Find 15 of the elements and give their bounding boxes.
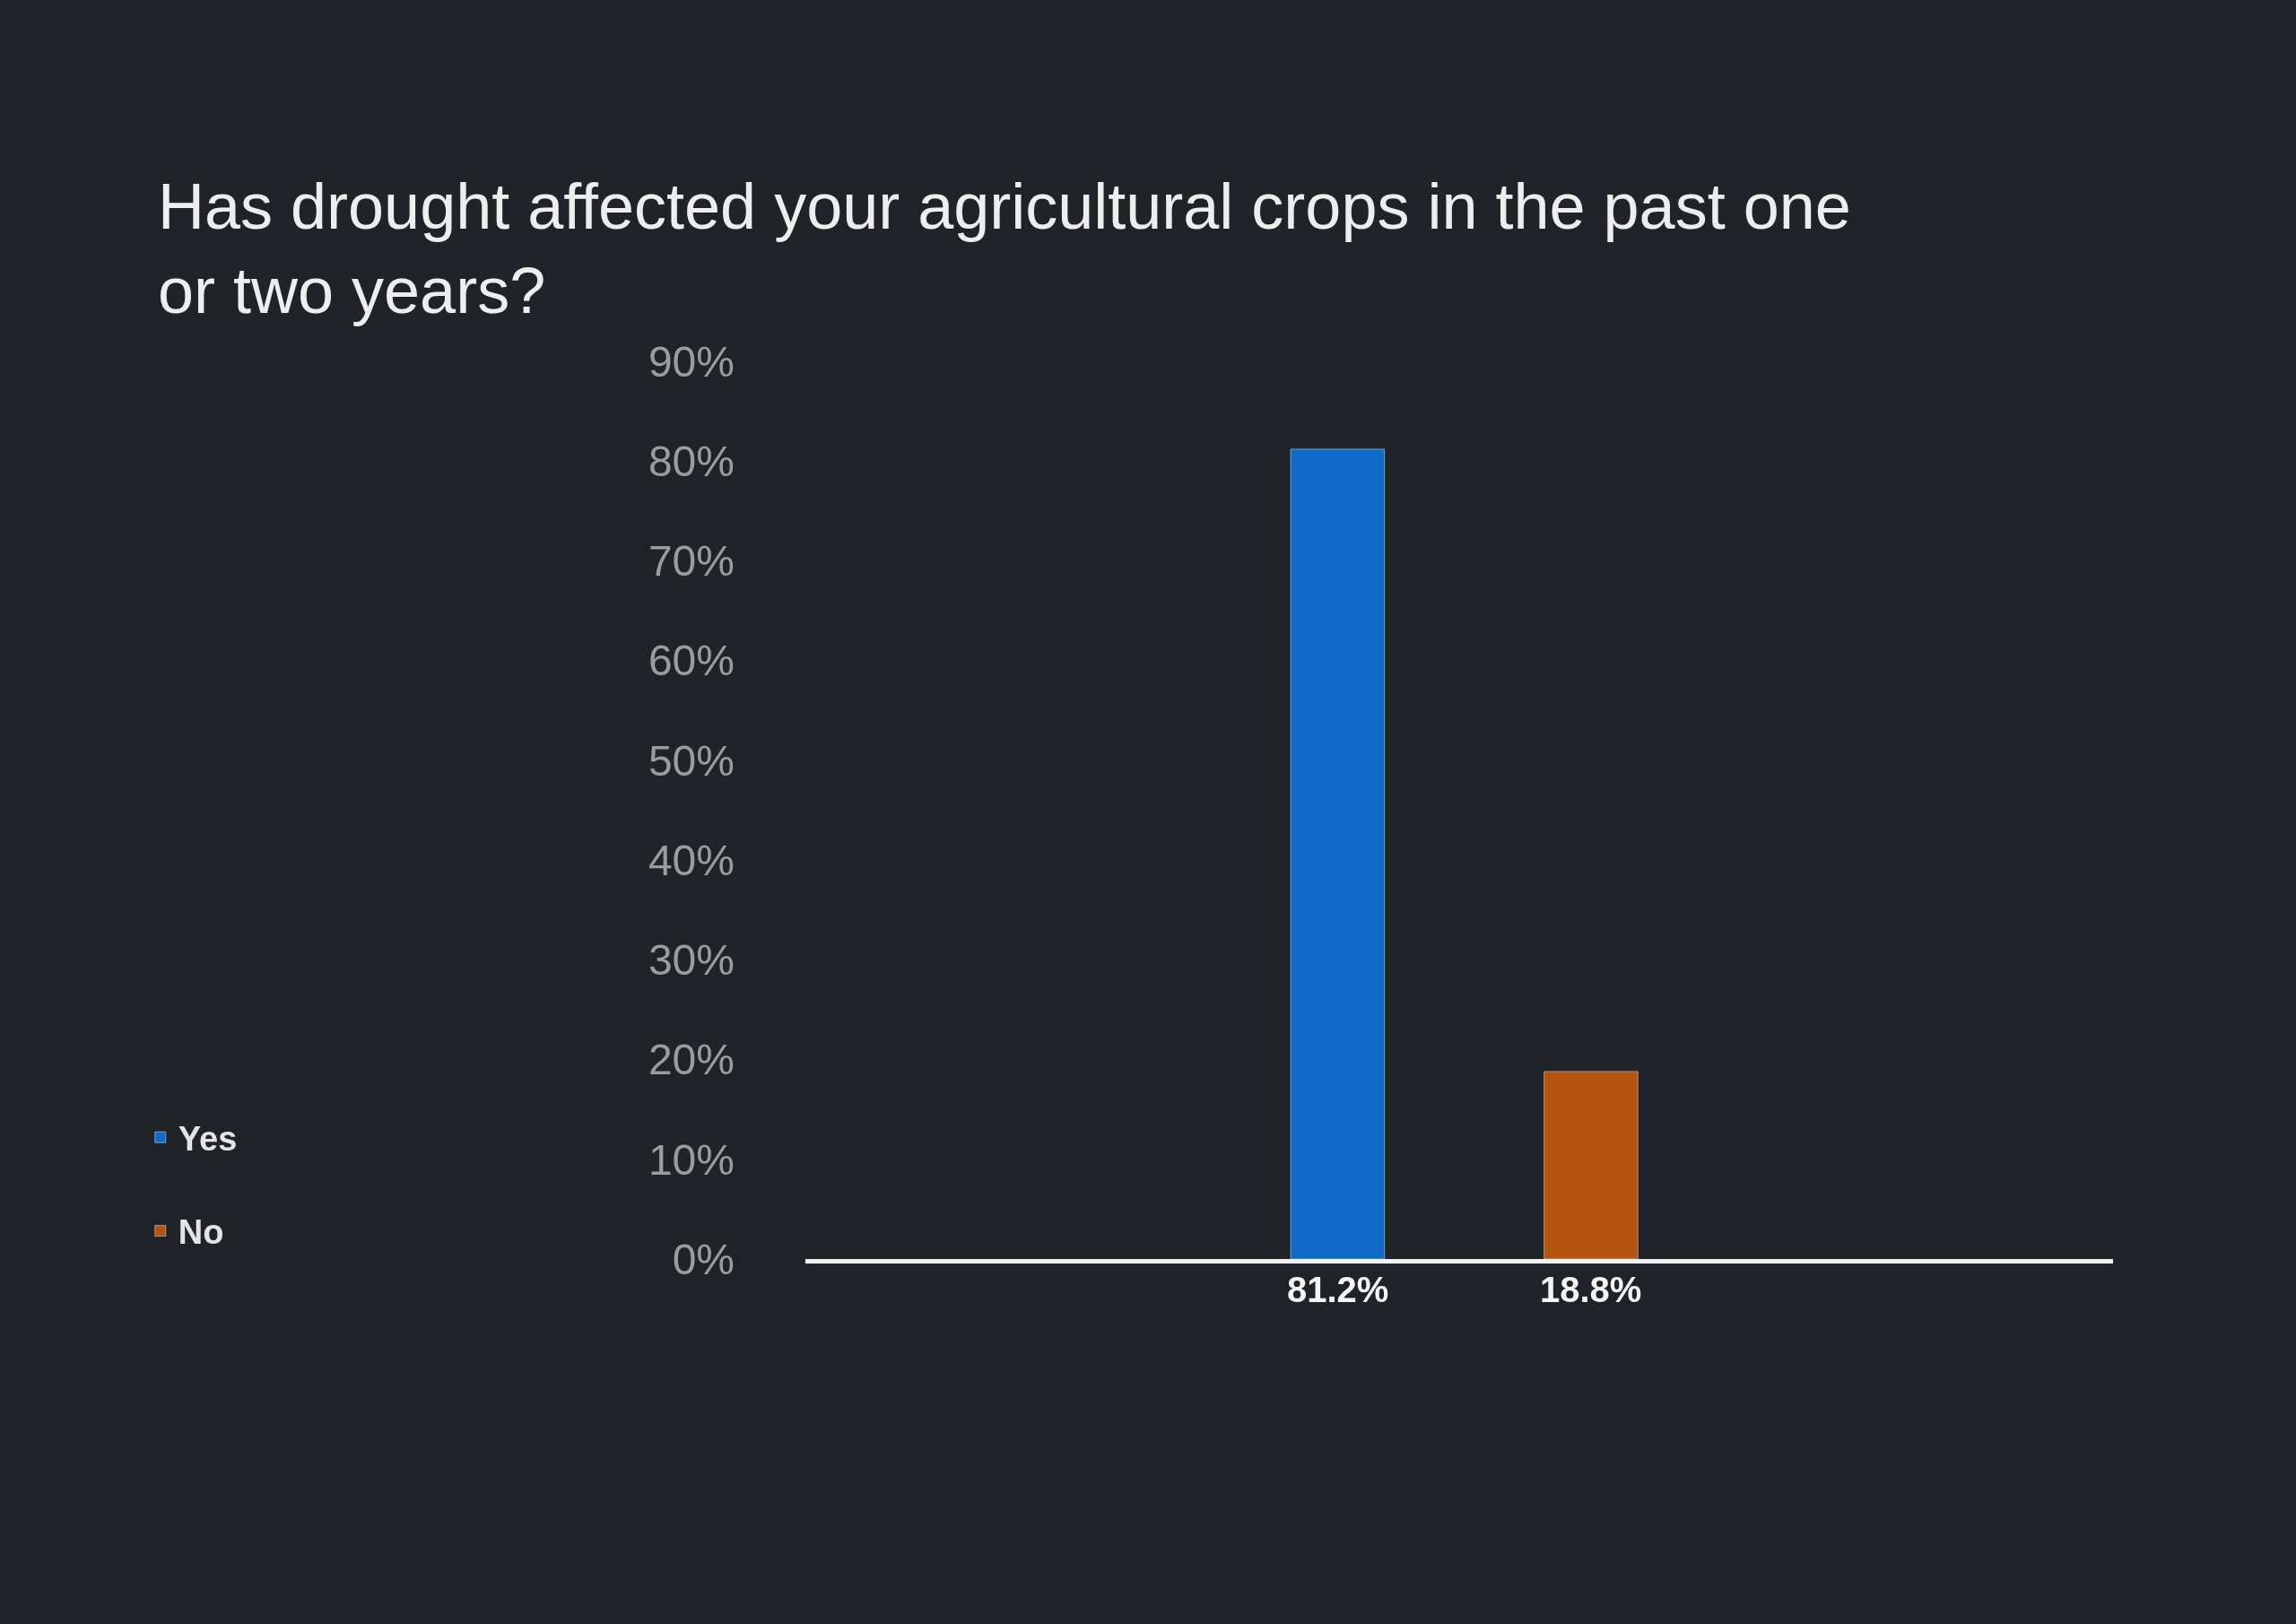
y-tick-label: 60%	[648, 637, 735, 685]
y-tick-label: 0%	[672, 1235, 735, 1283]
y-tick-label: 20%	[648, 1036, 735, 1084]
y-tick-label: 10%	[648, 1135, 735, 1184]
data-label: 81.2%	[1287, 1270, 1389, 1309]
chart-title: Has drought affected your agricultural crops in the past one or two years?	[158, 170, 1851, 326]
y-tick-label: 50%	[648, 736, 735, 785]
data-label: 18.8%	[1540, 1270, 1642, 1309]
y-tick-label: 40%	[648, 836, 735, 884]
y-tick-label: 70%	[648, 537, 735, 586]
legend-label: Yes	[178, 1120, 238, 1159]
y-tick-label: 30%	[648, 936, 735, 985]
legend-label: No	[178, 1213, 224, 1252]
y-tick-label: 80%	[648, 438, 735, 486]
y-tick-label: 90%	[648, 337, 735, 386]
